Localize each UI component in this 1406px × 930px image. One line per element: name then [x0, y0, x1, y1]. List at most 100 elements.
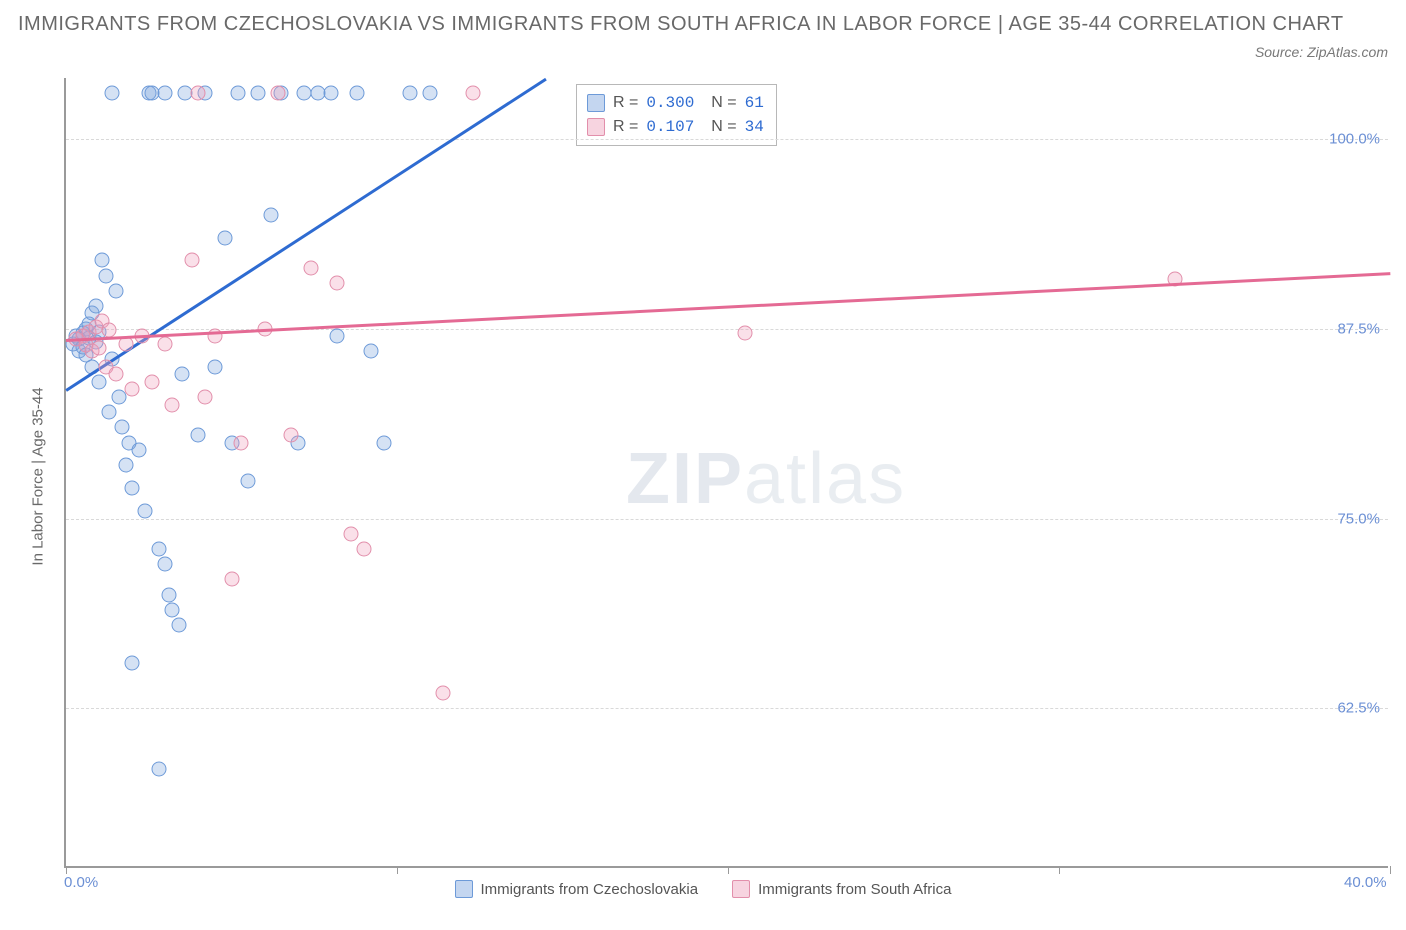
legend-label-2: Immigrants from South Africa: [758, 881, 951, 898]
scatter-point: [376, 435, 391, 450]
stats-legend-box: R = 0.300 N = 61 R = 0.107 N = 34: [576, 84, 777, 146]
gridline-h: [66, 139, 1388, 140]
x-tick: [397, 866, 398, 874]
scatter-point: [174, 367, 189, 382]
source-attribution: Source: ZipAtlas.com: [1255, 44, 1388, 60]
source-name: ZipAtlas.com: [1307, 44, 1388, 60]
scatter-point: [423, 86, 438, 101]
gridline-h: [66, 708, 1388, 709]
y-tick-label: 75.0%: [1337, 510, 1380, 527]
stat-n-label-2: N =: [702, 115, 736, 139]
x-tick-label: 40.0%: [1344, 874, 1387, 891]
scatter-point: [207, 359, 222, 374]
scatter-point: [118, 458, 133, 473]
scatter-point: [125, 382, 140, 397]
scatter-point: [105, 86, 120, 101]
regression-line: [65, 78, 546, 392]
chart-title: IMMIGRANTS FROM CZECHOSLOVAKIA VS IMMIGR…: [18, 10, 1388, 38]
scatter-point: [217, 230, 232, 245]
swatch-pink-icon: [732, 880, 750, 898]
scatter-point: [102, 323, 117, 338]
swatch-pink-icon: [587, 118, 605, 136]
scatter-point: [92, 341, 107, 356]
swatch-blue-icon: [587, 94, 605, 112]
scatter-point: [158, 557, 173, 572]
y-tick-label: 100.0%: [1329, 130, 1380, 147]
stats-row-series-1: R = 0.300 N = 61: [587, 91, 764, 115]
scatter-point: [95, 253, 110, 268]
scatter-point: [171, 617, 186, 632]
y-axis-label-container: In Labor Force | Age 35-44: [28, 78, 48, 868]
scatter-point: [151, 541, 166, 556]
scatter-point: [330, 276, 345, 291]
scatter-point: [108, 367, 123, 382]
scatter-point: [151, 762, 166, 777]
scatter-point: [250, 86, 265, 101]
stats-row-series-2: R = 0.107 N = 34: [587, 115, 764, 139]
scatter-point: [92, 374, 107, 389]
y-tick-label: 62.5%: [1337, 700, 1380, 717]
stat-n-label-1: N =: [702, 91, 736, 115]
scatter-point: [234, 435, 249, 450]
plot-area: ZIPatlas R = 0.300 N = 61 R = 0.107 N = …: [64, 78, 1388, 868]
stat-r-value-1: 0.300: [646, 91, 694, 115]
scatter-point: [98, 268, 113, 283]
scatter-point: [164, 397, 179, 412]
stat-r-value-2: 0.107: [646, 115, 694, 139]
legend-item-1: Immigrants from Czechoslovakia: [455, 880, 699, 898]
scatter-point: [161, 587, 176, 602]
stat-n-value-2: 34: [745, 115, 764, 139]
x-tick-label: 0.0%: [64, 874, 98, 891]
scatter-point: [343, 526, 358, 541]
scatter-point: [403, 86, 418, 101]
scatter-point: [108, 283, 123, 298]
scatter-point: [115, 420, 130, 435]
gridline-h: [66, 519, 1388, 520]
scatter-point: [264, 207, 279, 222]
scatter-point: [138, 503, 153, 518]
y-tick-label: 87.5%: [1337, 320, 1380, 337]
scatter-point: [131, 443, 146, 458]
source-prefix: Source:: [1255, 44, 1307, 60]
stat-r-label-2: R =: [613, 115, 638, 139]
legend-label-1: Immigrants from Czechoslovakia: [481, 881, 699, 898]
scatter-point: [323, 86, 338, 101]
x-tick: [66, 866, 67, 874]
regression-line: [66, 272, 1390, 341]
watermark-bold: ZIP: [626, 439, 744, 519]
y-axis-label: In Labor Force | Age 35-44: [30, 287, 47, 667]
scatter-point: [102, 405, 117, 420]
scatter-point: [125, 481, 140, 496]
stat-n-value-1: 61: [745, 91, 764, 115]
scatter-point: [241, 473, 256, 488]
scatter-point: [184, 253, 199, 268]
bottom-legend: Immigrants from Czechoslovakia Immigrant…: [18, 880, 1388, 898]
x-tick: [1390, 866, 1391, 874]
legend-item-2: Immigrants from South Africa: [732, 880, 951, 898]
watermark: ZIPatlas: [626, 438, 906, 520]
scatter-point: [270, 86, 285, 101]
scatter-point: [125, 655, 140, 670]
chart-container: In Labor Force | Age 35-44 ZIPatlas R = …: [18, 78, 1388, 898]
scatter-point: [350, 86, 365, 101]
scatter-point: [231, 86, 246, 101]
scatter-point: [164, 602, 179, 617]
scatter-point: [363, 344, 378, 359]
x-tick: [728, 866, 729, 874]
scatter-point: [191, 86, 206, 101]
scatter-point: [330, 329, 345, 344]
stat-r-label-1: R =: [613, 91, 638, 115]
scatter-point: [284, 428, 299, 443]
scatter-point: [158, 86, 173, 101]
x-tick: [1059, 866, 1060, 874]
scatter-point: [191, 428, 206, 443]
scatter-point: [224, 572, 239, 587]
scatter-point: [88, 298, 103, 313]
scatter-point: [198, 390, 213, 405]
scatter-point: [466, 86, 481, 101]
watermark-light: atlas: [744, 439, 906, 519]
scatter-point: [145, 374, 160, 389]
scatter-point: [303, 260, 318, 275]
swatch-blue-icon: [455, 880, 473, 898]
scatter-point: [737, 326, 752, 341]
